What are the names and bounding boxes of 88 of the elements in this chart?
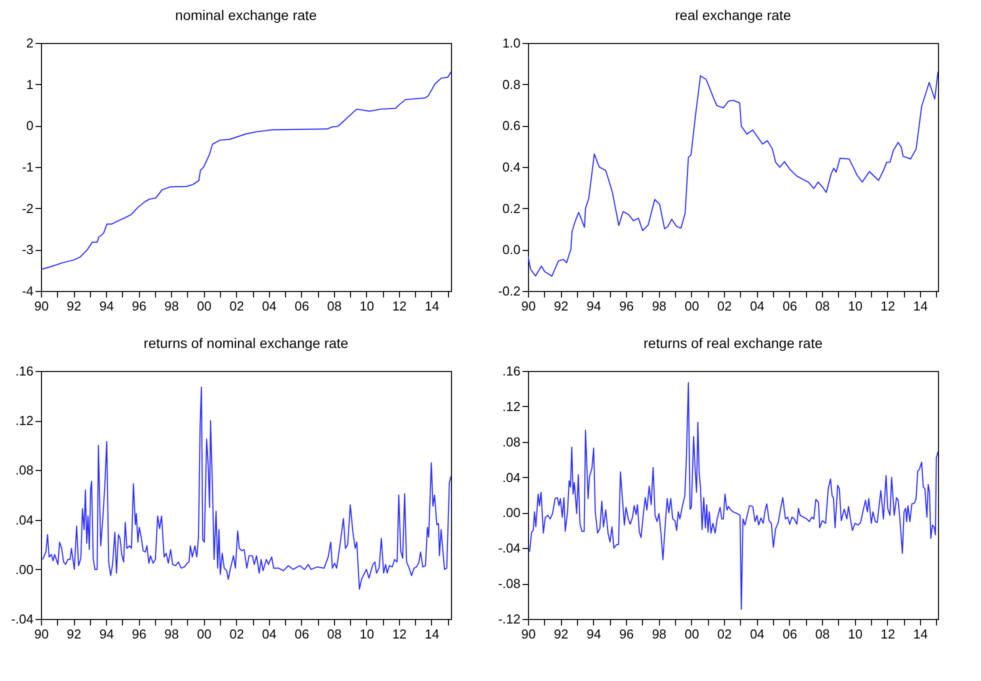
y-tick-label: -.04 (11, 612, 34, 626)
x-tick-label: 96 (619, 298, 634, 314)
x-tick-label: 14 (424, 298, 440, 314)
x-tick-label: 04 (262, 626, 277, 642)
x-tick-label: 92 (554, 626, 568, 642)
chart-title: returns of real exchange rate (644, 335, 823, 351)
x-tick-label: 06 (782, 626, 798, 642)
x-tick-label: 00 (196, 626, 212, 642)
x-tick-label: 08 (815, 626, 830, 642)
x-tick-label: 12 (880, 298, 896, 314)
x-tick-label: 92 (66, 298, 82, 314)
x-tick-label: 94 (586, 626, 602, 642)
y-tick-label: 0.6 (502, 118, 520, 134)
x-tick-label: 98 (164, 626, 179, 642)
line-series (528, 71, 938, 277)
x-tick-label: 04 (262, 298, 277, 314)
y-tick-label: -4 (22, 284, 34, 298)
x-tick-label: 98 (652, 298, 666, 314)
x-tick-label: 92 (66, 626, 82, 642)
x-tick-label: 04 (750, 626, 764, 642)
x-tick-label: 06 (294, 298, 310, 314)
x-tick-label: 90 (521, 298, 536, 314)
y-tick-label: 0.2 (502, 200, 520, 216)
x-tick-label: 10 (848, 298, 862, 314)
x-tick-label: 06 (294, 626, 310, 642)
x-tick-label: 96 (132, 626, 146, 642)
y-tick-label: 0 (26, 118, 34, 134)
x-tick-label: 02 (230, 298, 244, 314)
y-tick-label: -.08 (498, 576, 520, 592)
x-tick-label: 08 (815, 298, 830, 314)
x-tick-label: 04 (750, 298, 764, 314)
x-tick-label: 10 (360, 298, 374, 314)
y-tick-label: 0.0 (502, 242, 520, 258)
x-tick-label: 12 (392, 298, 407, 314)
y-tick-label: -.04 (498, 540, 520, 556)
x-tick-label: 14 (424, 626, 440, 642)
y-tick-label: -.12 (498, 612, 520, 626)
y-tick-label: -3 (22, 242, 34, 258)
line-series (42, 386, 451, 590)
x-tick-label: 02 (230, 626, 244, 642)
y-tick-label: .04 (502, 470, 520, 485)
chart-title: returns of nominal exchange rate (144, 335, 349, 351)
x-tick-label: 94 (99, 626, 114, 642)
x-tick-label: 98 (652, 626, 666, 642)
x-tick-label: 98 (164, 298, 179, 314)
x-tick-label: 12 (392, 626, 407, 642)
line-series (529, 382, 938, 610)
y-tick-label: -1 (22, 160, 34, 174)
x-tick-label: 10 (360, 626, 374, 642)
y-tick-label: .16 (502, 364, 520, 378)
x-tick-label: 90 (521, 626, 536, 642)
y-tick-label: -2 (22, 200, 34, 216)
x-tick-label: 10 (848, 626, 862, 642)
x-tick-label: 94 (586, 298, 602, 314)
y-tick-label: 2 (26, 36, 34, 50)
y-tick-label: .00 (15, 562, 34, 577)
x-tick-label: 90 (34, 298, 49, 314)
x-tick-label: 94 (99, 298, 114, 314)
x-tick-label: 12 (880, 626, 896, 642)
x-tick-label: 00 (684, 626, 700, 642)
x-tick-label: 00 (684, 298, 700, 314)
chart-title: real exchange rate (675, 7, 792, 23)
y-tick-label: 1 (26, 76, 34, 92)
y-tick-label: .12 (15, 413, 34, 428)
y-tick-label: 0.4 (502, 160, 520, 174)
y-tick-label: .08 (15, 462, 34, 478)
line-series (41, 71, 451, 270)
x-tick-label: 96 (132, 298, 146, 314)
y-tick-label: .16 (15, 364, 34, 378)
y-tick-label: 0.8 (502, 76, 520, 92)
x-tick-label: 96 (619, 626, 634, 642)
y-tick-label: .12 (502, 398, 520, 414)
x-tick-label: 08 (327, 626, 342, 642)
x-tick-label: 08 (327, 298, 342, 314)
x-tick-label: 02 (717, 626, 732, 642)
y-tick-label: -0.2 (498, 284, 520, 298)
x-tick-label: 92 (554, 298, 568, 314)
x-tick-label: 14 (913, 626, 928, 642)
y-tick-label: 1.0 (502, 36, 520, 50)
y-tick-label: .04 (15, 512, 34, 528)
x-tick-label: 00 (196, 298, 212, 314)
x-tick-label: 14 (913, 298, 928, 314)
x-tick-label: 06 (782, 298, 798, 314)
x-tick-label: 02 (717, 298, 732, 314)
chart-title: nominal exchange rate (175, 7, 318, 23)
y-tick-label: .08 (502, 434, 520, 450)
x-tick-label: 90 (34, 626, 49, 642)
y-tick-label: .00 (502, 505, 520, 520)
